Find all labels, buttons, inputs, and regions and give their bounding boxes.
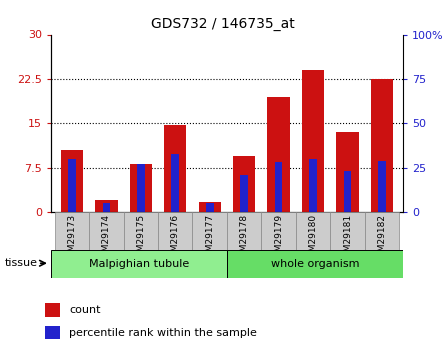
Text: GSM29175: GSM29175 — [136, 214, 145, 263]
Bar — [296, 212, 330, 250]
Bar — [89, 212, 124, 250]
Text: GSM29178: GSM29178 — [240, 214, 249, 263]
Text: percentile rank within the sample: percentile rank within the sample — [69, 328, 257, 337]
Bar — [240, 175, 248, 212]
Text: GDS732 / 146735_at: GDS732 / 146735_at — [150, 17, 295, 31]
Bar — [227, 212, 261, 250]
Bar — [44, 304, 60, 317]
Bar — [129, 164, 152, 212]
Bar — [137, 164, 145, 212]
Bar — [164, 125, 186, 212]
Bar — [95, 200, 117, 212]
Bar — [275, 162, 283, 212]
Bar — [378, 161, 386, 212]
Text: GSM29174: GSM29174 — [102, 214, 111, 263]
Text: whole organism: whole organism — [271, 259, 359, 269]
Bar — [68, 159, 76, 212]
Bar — [102, 203, 110, 212]
Text: GSM29176: GSM29176 — [171, 214, 180, 263]
Bar — [44, 326, 60, 339]
Text: GSM29182: GSM29182 — [377, 214, 387, 263]
Bar — [261, 212, 296, 250]
Bar — [267, 97, 290, 212]
Bar — [227, 250, 403, 278]
Text: GSM29179: GSM29179 — [274, 214, 283, 263]
Bar — [124, 212, 158, 250]
Bar — [193, 212, 227, 250]
Text: GSM29181: GSM29181 — [343, 214, 352, 263]
Bar — [198, 201, 221, 212]
Text: tissue: tissue — [4, 258, 37, 268]
Bar — [171, 154, 179, 212]
Bar — [55, 212, 89, 250]
Text: GSM29173: GSM29173 — [67, 214, 77, 263]
Text: Malpighian tubule: Malpighian tubule — [89, 259, 189, 269]
Bar — [158, 212, 193, 250]
Bar — [206, 203, 214, 212]
Bar — [233, 156, 255, 212]
Bar — [330, 212, 365, 250]
Text: GSM29180: GSM29180 — [309, 214, 318, 263]
Text: GSM29177: GSM29177 — [205, 214, 214, 263]
Bar — [309, 159, 317, 212]
Bar — [365, 212, 399, 250]
Text: count: count — [69, 305, 101, 315]
Bar — [336, 132, 359, 212]
Bar — [51, 250, 227, 278]
Bar — [302, 70, 324, 212]
Bar — [344, 171, 352, 212]
Bar — [371, 79, 393, 212]
Bar — [61, 150, 83, 212]
